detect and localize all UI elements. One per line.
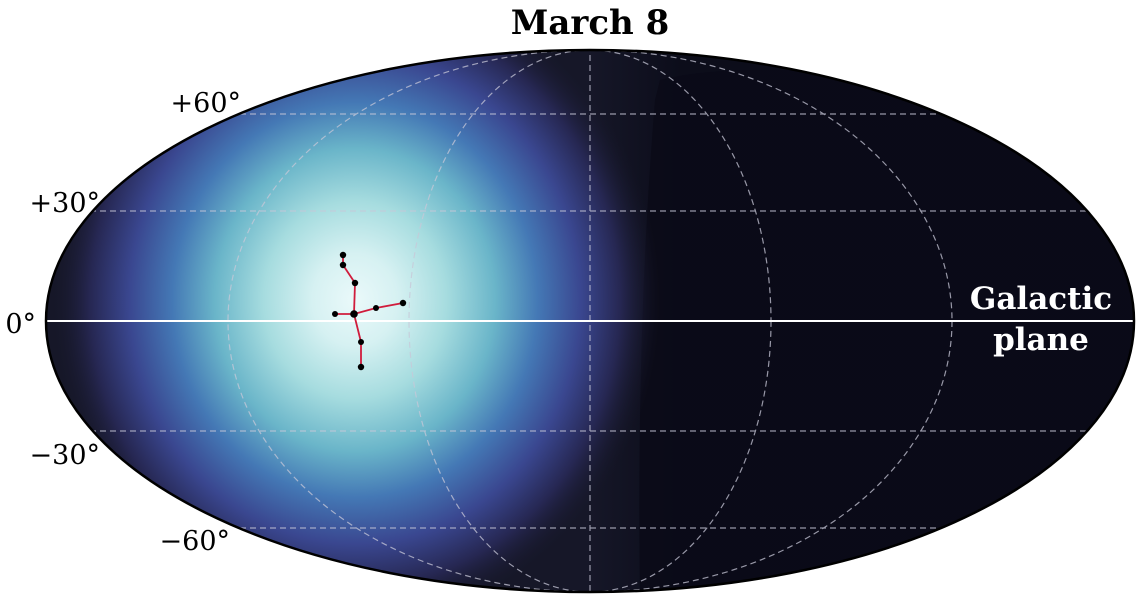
star bbox=[373, 305, 379, 311]
latitude-label-minus60: −60° bbox=[160, 526, 230, 557]
latitude-label-zero: 0° bbox=[5, 309, 36, 340]
star bbox=[340, 252, 346, 258]
galactic-plane-label-line1: Galactic bbox=[970, 281, 1112, 317]
galactic-plane-label-line2: plane bbox=[993, 322, 1089, 358]
star bbox=[340, 262, 346, 268]
latitude-label-plus30: +30° bbox=[30, 188, 100, 219]
star bbox=[350, 310, 358, 318]
latitude-label-plus60: +60° bbox=[171, 88, 241, 119]
latitude-label-minus30: −30° bbox=[30, 440, 100, 471]
star bbox=[358, 339, 364, 345]
star bbox=[400, 300, 406, 306]
star bbox=[352, 280, 358, 286]
star bbox=[358, 364, 364, 370]
star bbox=[332, 311, 338, 317]
figure-title: March 8 bbox=[511, 3, 670, 43]
